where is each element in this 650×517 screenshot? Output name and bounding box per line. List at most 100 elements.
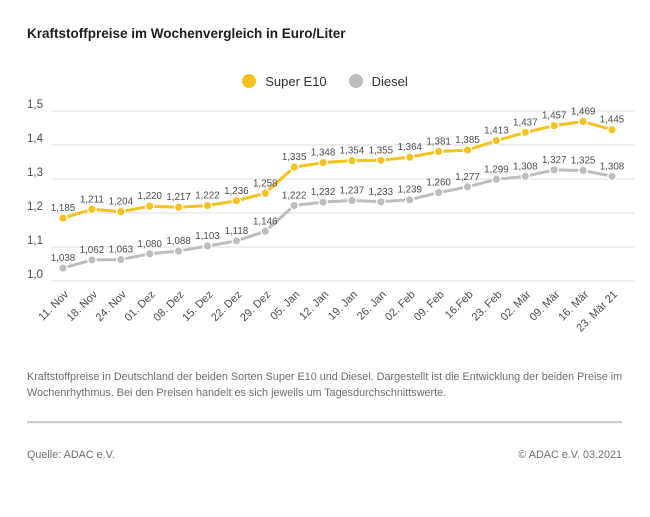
data-label: 1,232 <box>311 187 336 198</box>
data-point <box>549 164 560 175</box>
data-point <box>58 263 68 273</box>
y-tick-label: 1,5 <box>27 99 43 111</box>
data-point <box>87 204 97 215</box>
data-point <box>231 195 242 206</box>
y-tick-label: 1,2 <box>27 201 43 213</box>
data-point <box>231 236 242 246</box>
x-tick-label: 08. Dez <box>151 289 186 324</box>
data-point <box>260 188 271 199</box>
data-point <box>202 200 213 211</box>
data-label: 1,103 <box>195 231 220 242</box>
legend-label-diesel: Diesel <box>371 73 408 89</box>
data-label: 1,038 <box>51 253 76 264</box>
data-point <box>549 120 560 131</box>
data-label: 1,335 <box>282 152 307 163</box>
data-point <box>289 162 300 172</box>
data-label: 1,217 <box>166 192 191 203</box>
super-e10-dot-icon <box>242 74 257 88</box>
x-tick-label: 18. Nov <box>65 288 101 324</box>
data-label: 1,437 <box>513 117 538 128</box>
data-label: 1,239 <box>397 185 422 196</box>
data-label: 1,260 <box>426 178 451 189</box>
data-point <box>173 202 184 213</box>
data-label: 1,222 <box>282 191 307 202</box>
data-label: 1,236 <box>224 186 249 197</box>
data-label: 1,364 <box>397 142 422 153</box>
data-label: 1,080 <box>137 239 162 250</box>
data-label: 1,220 <box>137 191 162 202</box>
x-tick-label: 29. Dez <box>238 289 273 324</box>
source-note: Quelle: ADAC e.V. <box>27 449 115 461</box>
copyright-note: © ADAC e.V. 03.2021 <box>518 449 622 461</box>
data-point <box>520 171 531 182</box>
x-tick-label: 24. Nov <box>94 288 130 324</box>
data-label: 1,185 <box>51 203 76 214</box>
data-label: 1,327 <box>542 155 567 166</box>
data-label: 1,308 <box>600 161 625 172</box>
data-point <box>433 146 444 157</box>
data-label: 1,204 <box>109 197 134 208</box>
y-tick-label: 1,4 <box>27 133 44 145</box>
x-tick-label: 19. Jan <box>326 289 360 323</box>
data-point <box>318 157 328 168</box>
x-tick-label: 02. Mär <box>499 288 534 323</box>
data-point <box>375 155 386 166</box>
x-tick-label: 05. Jan <box>268 289 302 323</box>
data-point <box>520 127 531 138</box>
x-tick-label: 26. Jan <box>355 289 389 323</box>
data-label: 1,088 <box>166 236 191 247</box>
data-label: 1,413 <box>484 126 509 137</box>
data-point <box>173 246 184 256</box>
legend-label-super-e10: Super E10 <box>265 73 327 89</box>
data-label: 1,277 <box>455 172 480 183</box>
data-point <box>144 201 155 212</box>
chart-legend: Super E10 Diesel <box>0 70 650 92</box>
page-title: Kraftstoffpreise im Wochenvergleich in E… <box>27 26 346 41</box>
x-tick-label: 09. Feb <box>412 289 447 324</box>
data-label: 1,233 <box>369 187 394 198</box>
data-point <box>433 187 444 198</box>
data-label: 1,146 <box>253 216 278 227</box>
data-point <box>115 206 126 217</box>
x-tick-label: 12. Jan <box>297 289 331 323</box>
data-label: 1,063 <box>109 245 134 256</box>
x-tick-label: 23. Feb <box>470 289 505 324</box>
data-label: 1,469 <box>571 107 596 118</box>
x-tick-label: 01. Dez <box>123 289 158 324</box>
data-point <box>115 254 126 265</box>
data-point <box>607 171 617 182</box>
data-point <box>144 248 155 259</box>
data-label: 1,457 <box>542 111 567 122</box>
y-tick-label: 1,1 <box>27 235 43 247</box>
data-point <box>462 181 473 192</box>
data-point <box>58 213 68 223</box>
data-label: 1,348 <box>311 148 336 159</box>
x-tick-label: 22. Dez <box>209 289 244 324</box>
data-point <box>202 241 213 251</box>
diesel-dot-icon <box>348 74 363 88</box>
data-point <box>462 145 473 155</box>
data-label: 1,118 <box>224 226 248 237</box>
data-label: 1,258 <box>253 178 278 189</box>
data-point <box>318 197 328 207</box>
y-tick-label: 1,0 <box>27 269 43 281</box>
data-point <box>87 255 97 265</box>
data-label: 1,385 <box>455 135 480 146</box>
data-point <box>607 124 617 135</box>
data-label: 1,355 <box>369 145 394 156</box>
chart-area: 1,5 1,4 1,3 1,2 1,1 1,0 11. Nov 18. Nov 24. Nov 0… <box>0 96 650 358</box>
data-label: 1,062 <box>80 245 105 256</box>
data-point <box>491 135 502 146</box>
data-label: 1,211 <box>80 194 104 205</box>
legend-item-diesel: Diesel <box>348 73 408 89</box>
footer: Quelle: ADAC e.V. © ADAC e.V. 03.2021 <box>27 449 622 461</box>
data-point <box>578 165 588 176</box>
chart-description: Kraftstoffpreise in Deutschland der beid… <box>27 371 623 399</box>
data-point <box>289 200 300 211</box>
data-point <box>347 195 357 206</box>
data-label: 1,299 <box>484 164 509 175</box>
legend-item-super-e10: Super E10 <box>242 73 327 89</box>
x-tick-label: 02. Feb <box>383 289 418 324</box>
